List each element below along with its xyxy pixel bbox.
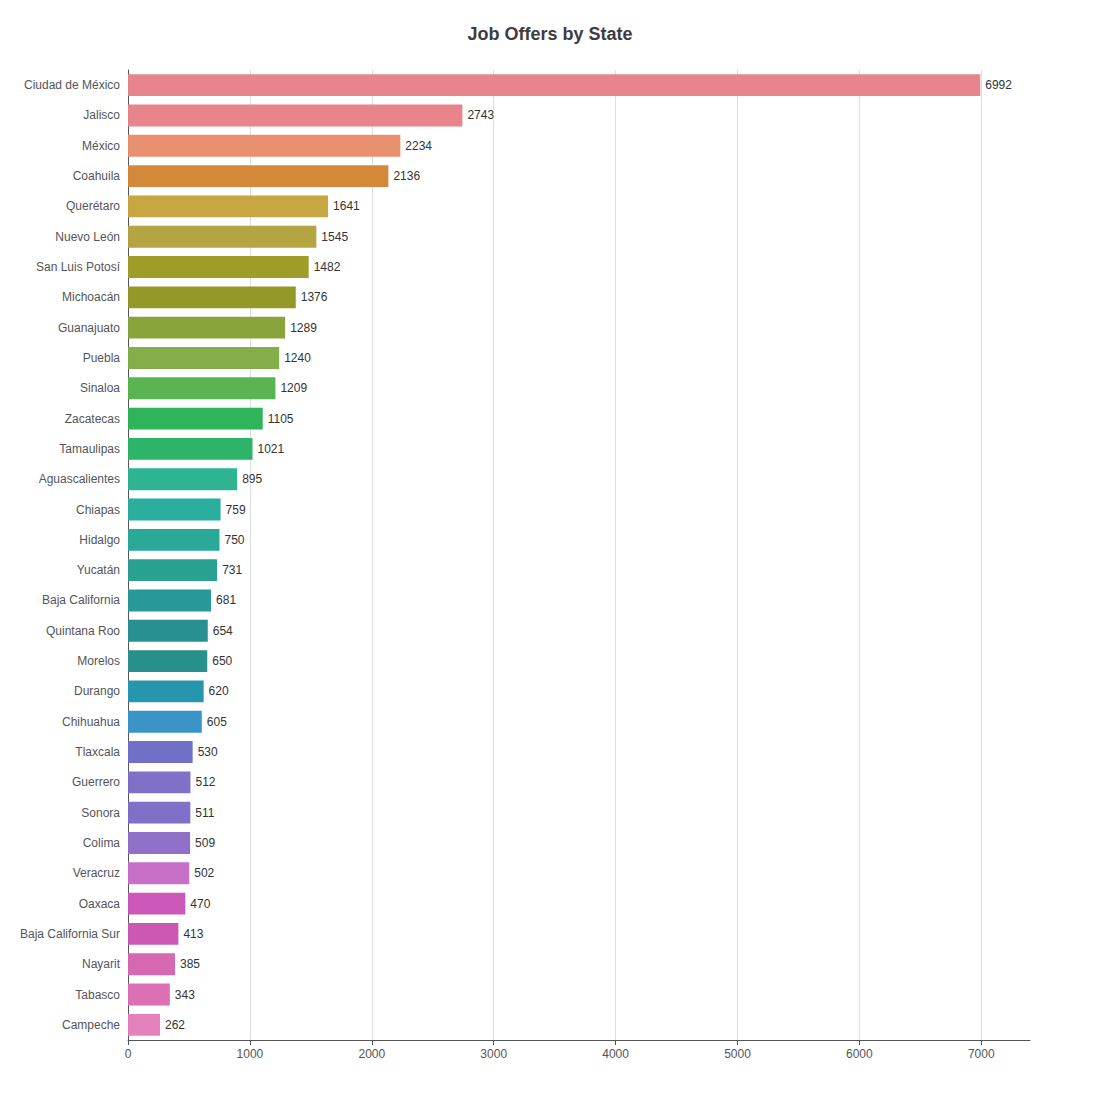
svg-text:0: 0: [125, 1047, 132, 1061]
svg-text:2234: 2234: [405, 139, 432, 153]
svg-text:620: 620: [209, 684, 229, 698]
svg-text:512: 512: [195, 775, 215, 789]
svg-text:1000: 1000: [237, 1047, 264, 1061]
svg-text:San Luis Potosí: San Luis Potosí: [36, 260, 121, 274]
svg-text:895: 895: [242, 472, 262, 486]
svg-text:Hidalgo: Hidalgo: [79, 533, 120, 547]
svg-text:Oaxaca: Oaxaca: [79, 897, 121, 911]
svg-text:1240: 1240: [284, 351, 311, 365]
svg-text:654: 654: [213, 624, 233, 638]
svg-text:605: 605: [207, 715, 227, 729]
svg-text:Nayarit: Nayarit: [82, 957, 121, 971]
svg-text:Durango: Durango: [74, 684, 120, 698]
svg-text:Baja California: Baja California: [42, 593, 120, 607]
svg-text:650: 650: [212, 654, 232, 668]
svg-text:México: México: [82, 139, 120, 153]
svg-text:1209: 1209: [280, 381, 307, 395]
svg-text:2000: 2000: [358, 1047, 385, 1061]
svg-text:Veracruz: Veracruz: [73, 866, 120, 880]
svg-text:6992: 6992: [985, 78, 1012, 92]
svg-text:509: 509: [195, 836, 215, 850]
svg-text:Tabasco: Tabasco: [75, 988, 120, 1002]
svg-text:343: 343: [175, 988, 195, 1002]
svg-text:Tamaulipas: Tamaulipas: [59, 442, 120, 456]
svg-text:Yucatán: Yucatán: [77, 563, 120, 577]
svg-text:470: 470: [190, 897, 210, 911]
svg-text:2136: 2136: [393, 169, 420, 183]
svg-text:1641: 1641: [333, 199, 360, 213]
svg-text:Coahuila: Coahuila: [73, 169, 121, 183]
svg-text:1376: 1376: [301, 290, 328, 304]
svg-text:Sonora: Sonora: [81, 806, 120, 820]
svg-text:1545: 1545: [321, 230, 348, 244]
svg-text:Querétaro: Querétaro: [66, 199, 120, 213]
svg-text:Campeche: Campeche: [62, 1018, 120, 1032]
svg-text:7000: 7000: [968, 1047, 995, 1061]
svg-text:1105: 1105: [268, 412, 294, 426]
svg-text:Baja California Sur: Baja California Sur: [20, 927, 120, 941]
svg-text:Job Offers by State: Job Offers by State: [467, 24, 632, 44]
svg-text:511: 511: [195, 806, 214, 820]
svg-text:Nuevo León: Nuevo León: [55, 230, 120, 244]
svg-text:1289: 1289: [290, 321, 317, 335]
svg-text:Ciudad de México: Ciudad de México: [24, 78, 120, 92]
svg-text:Morelos: Morelos: [77, 654, 120, 668]
svg-text:3000: 3000: [480, 1047, 507, 1061]
svg-text:750: 750: [224, 533, 244, 547]
svg-text:Chihuahua: Chihuahua: [62, 715, 120, 729]
svg-text:Quintana Roo: Quintana Roo: [46, 624, 120, 638]
svg-text:Guerrero: Guerrero: [72, 775, 120, 789]
svg-text:Aguascalientes: Aguascalientes: [39, 472, 120, 486]
svg-text:385: 385: [180, 957, 200, 971]
svg-text:Puebla: Puebla: [83, 351, 121, 365]
svg-text:731: 731: [222, 563, 242, 577]
svg-text:530: 530: [198, 745, 218, 759]
svg-text:Colima: Colima: [83, 836, 121, 850]
svg-text:Zacatecas: Zacatecas: [65, 412, 120, 426]
svg-text:759: 759: [226, 503, 246, 517]
svg-text:1021: 1021: [257, 442, 284, 456]
svg-text:5000: 5000: [724, 1047, 751, 1061]
svg-text:262: 262: [165, 1018, 185, 1032]
svg-text:Jalisco: Jalisco: [83, 108, 120, 122]
svg-text:6000: 6000: [846, 1047, 873, 1061]
svg-text:2743: 2743: [467, 108, 494, 122]
svg-text:502: 502: [194, 866, 214, 880]
svg-text:Guanajuato: Guanajuato: [58, 321, 120, 335]
svg-text:4000: 4000: [602, 1047, 629, 1061]
svg-text:413: 413: [183, 927, 203, 941]
svg-text:Sinaloa: Sinaloa: [80, 381, 120, 395]
svg-text:Michoacán: Michoacán: [62, 290, 120, 304]
svg-text:Chiapas: Chiapas: [76, 503, 120, 517]
svg-text:681: 681: [216, 593, 236, 607]
svg-text:Tlaxcala: Tlaxcala: [75, 745, 120, 759]
svg-text:1482: 1482: [314, 260, 341, 274]
